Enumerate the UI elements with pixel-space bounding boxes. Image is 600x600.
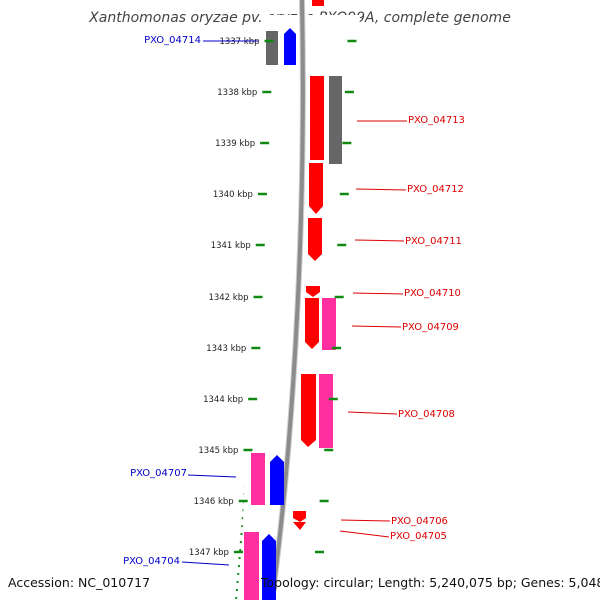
ruler-tick-label: 1340 kbp xyxy=(213,190,253,200)
gene-label-leader xyxy=(352,292,404,295)
gene-feature-04704 xyxy=(262,534,276,600)
gene-label-leader xyxy=(347,411,398,415)
gene-label[interactable]: PXO_04706 xyxy=(391,516,448,527)
gene-label[interactable]: PXO_04708 xyxy=(398,409,455,420)
gene-label[interactable]: PXO_04707 xyxy=(130,468,187,479)
gene-feature-04709 xyxy=(322,298,336,350)
gene-feature-04708-red xyxy=(301,374,316,447)
gene-label-leader xyxy=(339,530,390,538)
gene-feature-04707-pink xyxy=(251,453,265,505)
backbone xyxy=(270,0,305,600)
gene-feature-04707 xyxy=(270,455,284,505)
gene-label-leader xyxy=(355,188,407,191)
gene-feature-04705 xyxy=(293,522,306,530)
gene-label[interactable]: PXO_04704 xyxy=(123,556,180,567)
gene-feature-04704-pink xyxy=(244,532,259,600)
gene-label-leader xyxy=(181,561,230,566)
gene-label[interactable]: PXO_04713 xyxy=(408,115,465,126)
ruler-tick-label: 1337 kbp xyxy=(219,37,259,47)
gene-feature-04708 xyxy=(319,374,333,448)
ruler-tick-label: 1344 kbp xyxy=(203,395,243,405)
gene-feature-04711 xyxy=(308,218,322,261)
genome-summary: Topology: circular; Length: 5,240,075 bp… xyxy=(261,575,600,590)
gene-label-leader xyxy=(351,325,402,328)
ruler-tick-label: 1347 kbp xyxy=(189,548,229,558)
gene-labels: PXO_04714 PXO_04713 PXO_04712 PXO_04711 PXO_… xyxy=(123,35,465,567)
ruler-tick-label: 1339 kbp xyxy=(215,139,255,149)
ruler-tick-label: 1343 kbp xyxy=(206,344,246,354)
ruler-tick-label: 1345 kbp xyxy=(198,446,238,456)
ruler-tick-label: 1342 kbp xyxy=(208,293,248,303)
gene-feature-top xyxy=(312,0,324,6)
ruler-tick-label: 1346 kbp xyxy=(194,497,234,507)
gene-feature-04706 xyxy=(293,511,306,522)
gene-label[interactable]: PXO_04712 xyxy=(407,184,464,195)
gene-feature-04709-red xyxy=(305,298,319,349)
ruler-tick-label: 1341 kbp xyxy=(211,241,251,251)
gene-label[interactable]: PXO_04711 xyxy=(405,236,462,247)
gene-label-leader xyxy=(187,474,237,478)
gene-label-leader xyxy=(340,519,391,522)
gene-feature-blue-04714 xyxy=(284,28,296,65)
ruler-tick-label: 1338 kbp xyxy=(217,88,257,98)
accession-text: Accession: NC_010717 xyxy=(8,575,151,590)
gene-feature-gray-04713 xyxy=(329,76,342,164)
gene-label[interactable]: PXO_04710 xyxy=(404,288,461,299)
gene-feature-04710 xyxy=(306,286,320,297)
gene-feature-04712 xyxy=(309,163,323,214)
gene-label-leader xyxy=(354,239,405,242)
gene-label[interactable]: PXO_04705 xyxy=(390,531,447,542)
gene-feature-04713 xyxy=(310,76,324,160)
gene-label[interactable]: PXO_04714 xyxy=(144,35,201,46)
gene-feature-gray-04714 xyxy=(266,31,278,65)
ruler: 1337 kbp 1338 kbp 1339 kbp 1340 kbp 1341 kbp… xyxy=(189,37,357,558)
gene-label[interactable]: PXO_04709 xyxy=(402,322,459,333)
